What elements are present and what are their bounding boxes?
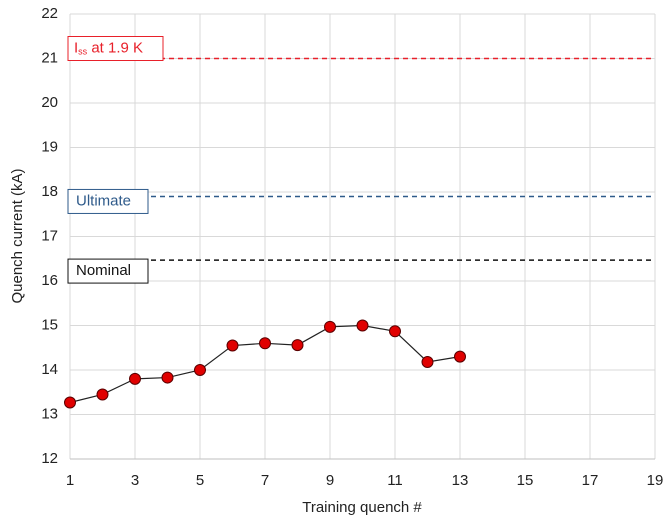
x-tick-label: 5 (196, 472, 204, 489)
x-tick-label: 3 (131, 472, 139, 489)
reference-label: Nominal (76, 262, 131, 279)
data-point (64, 396, 76, 409)
label-sub: ss (78, 47, 88, 57)
reference-label: Iss at 1.9 K (74, 39, 143, 56)
x-tick-label: 11 (387, 472, 403, 489)
data-point (194, 364, 206, 376)
y-tick-label: 17 (41, 227, 58, 244)
data-point (291, 339, 304, 352)
y-tick-label: 20 (41, 94, 58, 111)
y-tick-label: 18 (41, 183, 58, 200)
y-tick-label: 13 (41, 405, 58, 422)
data-point (324, 320, 336, 333)
data-point (454, 350, 466, 363)
data-point (96, 388, 109, 401)
y-tick-label: 14 (41, 361, 58, 378)
data-point (226, 339, 239, 352)
y-tick-label: 12 (41, 450, 58, 467)
x-tick-label: 19 (647, 472, 664, 489)
y-tick-label: 19 (41, 138, 58, 155)
x-tick-label: 9 (326, 472, 334, 489)
reference-label: Ultimate (76, 192, 131, 209)
data-point (389, 325, 401, 338)
reference-label-box (67, 188, 149, 214)
data-point (161, 371, 174, 384)
reference-label-box (67, 36, 164, 61)
label-rest: at 1.9 K (87, 39, 143, 56)
reference-label-box (67, 258, 149, 284)
y-tick-label: 22 (41, 5, 58, 22)
y-tick-label: 15 (41, 316, 58, 333)
data-point (356, 319, 369, 332)
x-tick-label: 15 (517, 472, 534, 489)
data-point (129, 372, 141, 385)
x-tick-label: 13 (452, 472, 469, 489)
x-tick-label: 1 (66, 472, 74, 489)
y-tick-label: 21 (41, 49, 58, 66)
x-tick-label: 17 (582, 472, 599, 489)
y-tick-label: 16 (41, 272, 58, 289)
x-tick-label: 7 (261, 472, 269, 489)
label-main: I (74, 39, 78, 56)
data-point (259, 337, 271, 350)
y-axis-label: Quench current (kA) (9, 168, 26, 303)
x-axis-label: Training quench # (302, 499, 422, 516)
data-point (421, 355, 434, 368)
